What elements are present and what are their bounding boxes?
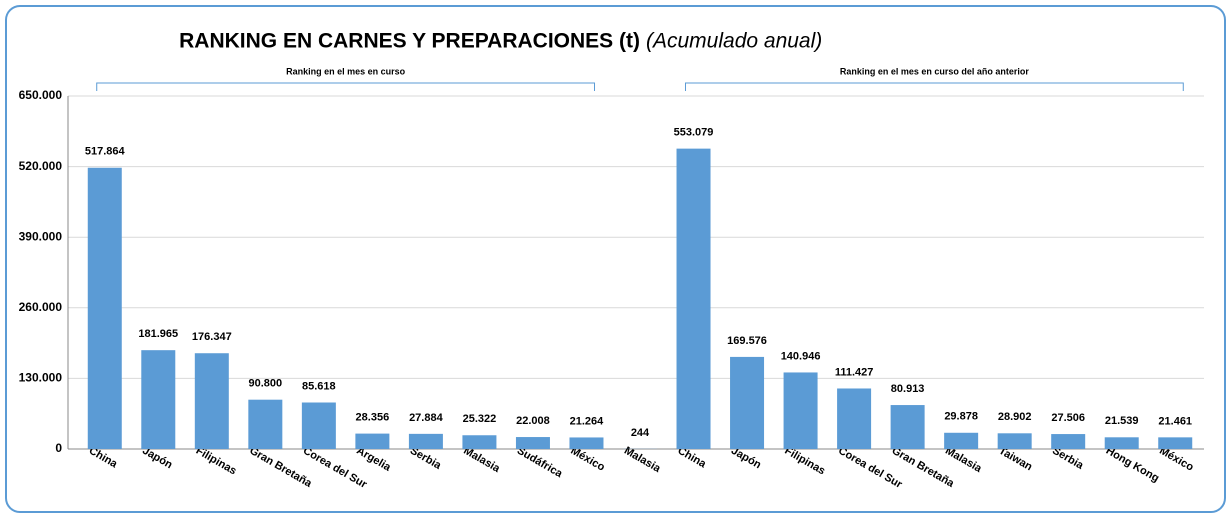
bar — [515, 437, 550, 449]
y-tick-label: 650.000 — [19, 88, 63, 102]
value-label: 90.800 — [249, 378, 283, 390]
bar — [462, 435, 497, 449]
bar — [783, 372, 818, 449]
value-label: 28.356 — [356, 412, 390, 424]
value-label: 21.264 — [570, 415, 605, 427]
bar — [676, 148, 711, 449]
group-label: Ranking en el mes en curso — [286, 66, 406, 76]
bar — [997, 433, 1032, 449]
value-label: 176.347 — [192, 331, 232, 343]
chart-title: RANKING EN CARNES Y PREPARACIONES (t) — [179, 30, 640, 53]
value-label: 111.427 — [835, 366, 874, 378]
bar — [248, 399, 283, 449]
value-label: 21.461 — [1158, 415, 1192, 427]
value-label: 169.576 — [727, 335, 767, 347]
value-label: 21.539 — [1105, 415, 1139, 427]
bar — [944, 432, 979, 449]
bar — [408, 433, 443, 449]
y-tick-label: 390.000 — [19, 229, 63, 243]
value-label: 517.864 — [85, 146, 126, 158]
bar — [1158, 437, 1193, 449]
bar — [355, 433, 390, 449]
value-label: 27.506 — [1051, 412, 1085, 424]
group-label: Ranking en el mes en curso del año anter… — [840, 66, 1030, 76]
bar — [194, 353, 229, 449]
y-tick-label: 130.000 — [19, 371, 63, 385]
value-label: 181.965 — [138, 328, 178, 340]
y-tick-label: 520.000 — [19, 159, 63, 173]
bar — [837, 388, 872, 449]
bar — [301, 402, 336, 449]
value-label: 140.946 — [781, 350, 821, 362]
y-tick-label: 0 — [55, 441, 62, 455]
value-label: 553.079 — [674, 127, 714, 139]
value-label: 28.902 — [998, 411, 1032, 423]
group-bracket — [96, 82, 596, 91]
group-bracket — [684, 82, 1184, 91]
y-tick-label: 260.000 — [19, 300, 63, 314]
bar — [1051, 434, 1086, 449]
chart-subtitle: (Acumulado anual) — [646, 30, 822, 53]
value-label: 25.322 — [463, 413, 497, 425]
chart-border — [5, 5, 1226, 513]
value-label: 29.878 — [944, 411, 978, 423]
value-label: 85.618 — [302, 380, 336, 392]
bar — [730, 356, 765, 449]
value-label: 244 — [631, 427, 650, 439]
bar — [1104, 437, 1139, 449]
bar — [890, 405, 925, 449]
bar — [87, 167, 122, 449]
bar — [141, 350, 176, 449]
value-label: 27.884 — [409, 412, 444, 424]
bar — [569, 437, 604, 449]
value-label: 22.008 — [516, 415, 550, 427]
value-label: 80.913 — [891, 383, 925, 395]
